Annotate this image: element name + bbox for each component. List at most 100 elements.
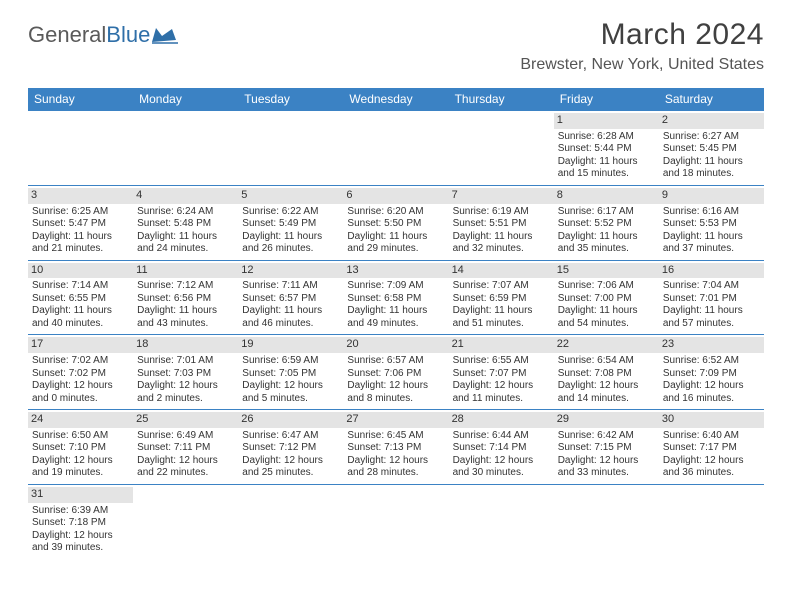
day-number: 3 xyxy=(28,188,133,204)
sunset-text: Sunset: 7:01 PM xyxy=(663,293,760,306)
title-block: March 2024 Brewster, New York, United St… xyxy=(520,18,764,74)
sunset-text: Sunset: 7:00 PM xyxy=(558,293,655,306)
day-number: 21 xyxy=(449,337,554,353)
day-cell: 10Sunrise: 7:14 AMSunset: 6:55 PMDayligh… xyxy=(28,261,133,335)
sunset-text: Sunset: 6:59 PM xyxy=(453,293,550,306)
sunset-text: Sunset: 7:06 PM xyxy=(347,368,444,381)
day-number: 27 xyxy=(343,412,448,428)
day-cell: 11Sunrise: 7:12 AMSunset: 6:56 PMDayligh… xyxy=(133,261,238,335)
daylight-text: and 51 minutes. xyxy=(453,318,550,331)
day-cell: 20Sunrise: 6:57 AMSunset: 7:06 PMDayligh… xyxy=(343,335,448,409)
sunset-text: Sunset: 7:18 PM xyxy=(32,517,129,530)
day-number: 15 xyxy=(554,263,659,279)
day-number: 7 xyxy=(449,188,554,204)
day-cell: 6Sunrise: 6:20 AMSunset: 5:50 PMDaylight… xyxy=(343,186,448,260)
sunset-text: Sunset: 7:09 PM xyxy=(663,368,760,381)
sunrise-text: Sunrise: 7:09 AM xyxy=(347,280,444,293)
day-cell: 28Sunrise: 6:44 AMSunset: 7:14 PMDayligh… xyxy=(449,410,554,484)
weekday-header: Saturday xyxy=(659,88,764,111)
day-cell: 3Sunrise: 6:25 AMSunset: 5:47 PMDaylight… xyxy=(28,186,133,260)
daylight-text: Daylight: 11 hours xyxy=(242,231,339,244)
daylight-text: Daylight: 12 hours xyxy=(137,380,234,393)
logo: GeneralBlue xyxy=(28,22,178,48)
day-cell: 14Sunrise: 7:07 AMSunset: 6:59 PMDayligh… xyxy=(449,261,554,335)
day-number: 29 xyxy=(554,412,659,428)
sunset-text: Sunset: 7:05 PM xyxy=(242,368,339,381)
day-number: 16 xyxy=(659,263,764,279)
daylight-text: and 35 minutes. xyxy=(558,243,655,256)
sunrise-text: Sunrise: 6:27 AM xyxy=(663,131,760,144)
sunrise-text: Sunrise: 6:45 AM xyxy=(347,430,444,443)
daylight-text: and 26 minutes. xyxy=(242,243,339,256)
day-number: 25 xyxy=(133,412,238,428)
day-cell: 21Sunrise: 6:55 AMSunset: 7:07 PMDayligh… xyxy=(449,335,554,409)
daylight-text: Daylight: 11 hours xyxy=(663,305,760,318)
sunset-text: Sunset: 7:17 PM xyxy=(663,442,760,455)
sunrise-text: Sunrise: 7:07 AM xyxy=(453,280,550,293)
sunrise-text: Sunrise: 7:06 AM xyxy=(558,280,655,293)
daylight-text: and 36 minutes. xyxy=(663,467,760,480)
daylight-text: and 15 minutes. xyxy=(558,168,655,181)
day-cell: 19Sunrise: 6:59 AMSunset: 7:05 PMDayligh… xyxy=(238,335,343,409)
sunrise-text: Sunrise: 6:19 AM xyxy=(453,206,550,219)
sunset-text: Sunset: 7:15 PM xyxy=(558,442,655,455)
day-cell: 26Sunrise: 6:47 AMSunset: 7:12 PMDayligh… xyxy=(238,410,343,484)
daylight-text: and 22 minutes. xyxy=(137,467,234,480)
day-cell-empty xyxy=(133,485,238,559)
day-cell: 1Sunrise: 6:28 AMSunset: 5:44 PMDaylight… xyxy=(554,111,659,185)
logo-flag-icon xyxy=(152,26,178,44)
daylight-text: Daylight: 11 hours xyxy=(453,231,550,244)
week-row: 3Sunrise: 6:25 AMSunset: 5:47 PMDaylight… xyxy=(28,186,764,261)
daylight-text: and 54 minutes. xyxy=(558,318,655,331)
daylight-text: and 21 minutes. xyxy=(32,243,129,256)
daylight-text: Daylight: 11 hours xyxy=(453,305,550,318)
daylight-text: Daylight: 12 hours xyxy=(32,380,129,393)
day-cell-empty xyxy=(343,485,448,559)
daylight-text: Daylight: 11 hours xyxy=(137,231,234,244)
daylight-text: and 14 minutes. xyxy=(558,393,655,406)
daylight-text: Daylight: 11 hours xyxy=(347,231,444,244)
day-cell: 15Sunrise: 7:06 AMSunset: 7:00 PMDayligh… xyxy=(554,261,659,335)
sunrise-text: Sunrise: 7:04 AM xyxy=(663,280,760,293)
daylight-text: Daylight: 11 hours xyxy=(347,305,444,318)
day-cell: 9Sunrise: 6:16 AMSunset: 5:53 PMDaylight… xyxy=(659,186,764,260)
sunrise-text: Sunrise: 7:14 AM xyxy=(32,280,129,293)
sunrise-text: Sunrise: 6:28 AM xyxy=(558,131,655,144)
sunset-text: Sunset: 5:50 PM xyxy=(347,218,444,231)
daylight-text: and 39 minutes. xyxy=(32,542,129,555)
day-number: 18 xyxy=(133,337,238,353)
sunset-text: Sunset: 7:03 PM xyxy=(137,368,234,381)
daylight-text: Daylight: 12 hours xyxy=(453,455,550,468)
day-cell: 23Sunrise: 6:52 AMSunset: 7:09 PMDayligh… xyxy=(659,335,764,409)
day-cell: 22Sunrise: 6:54 AMSunset: 7:08 PMDayligh… xyxy=(554,335,659,409)
day-cell-empty xyxy=(133,111,238,185)
day-cell-empty xyxy=(238,111,343,185)
logo-text-2: Blue xyxy=(106,22,150,48)
daylight-text: Daylight: 12 hours xyxy=(347,455,444,468)
day-number: 11 xyxy=(133,263,238,279)
day-cell-empty xyxy=(238,485,343,559)
day-number: 24 xyxy=(28,412,133,428)
daylight-text: Daylight: 11 hours xyxy=(558,305,655,318)
day-number: 31 xyxy=(28,487,133,503)
daylight-text: and 32 minutes. xyxy=(453,243,550,256)
day-cell: 17Sunrise: 7:02 AMSunset: 7:02 PMDayligh… xyxy=(28,335,133,409)
day-cell: 30Sunrise: 6:40 AMSunset: 7:17 PMDayligh… xyxy=(659,410,764,484)
day-number: 5 xyxy=(238,188,343,204)
daylight-text: and 33 minutes. xyxy=(558,467,655,480)
day-cell: 27Sunrise: 6:45 AMSunset: 7:13 PMDayligh… xyxy=(343,410,448,484)
day-number: 1 xyxy=(554,113,659,129)
daylight-text: and 19 minutes. xyxy=(32,467,129,480)
sunset-text: Sunset: 7:10 PM xyxy=(32,442,129,455)
sunset-text: Sunset: 5:52 PM xyxy=(558,218,655,231)
sunset-text: Sunset: 5:48 PM xyxy=(137,218,234,231)
sunset-text: Sunset: 5:45 PM xyxy=(663,143,760,156)
sunrise-text: Sunrise: 6:39 AM xyxy=(32,505,129,518)
day-cell: 13Sunrise: 7:09 AMSunset: 6:58 PMDayligh… xyxy=(343,261,448,335)
daylight-text: Daylight: 11 hours xyxy=(32,231,129,244)
daylight-text: Daylight: 11 hours xyxy=(558,231,655,244)
month-title: March 2024 xyxy=(520,18,764,52)
sunrise-text: Sunrise: 7:01 AM xyxy=(137,355,234,368)
weekday-header: Monday xyxy=(133,88,238,111)
day-number: 20 xyxy=(343,337,448,353)
